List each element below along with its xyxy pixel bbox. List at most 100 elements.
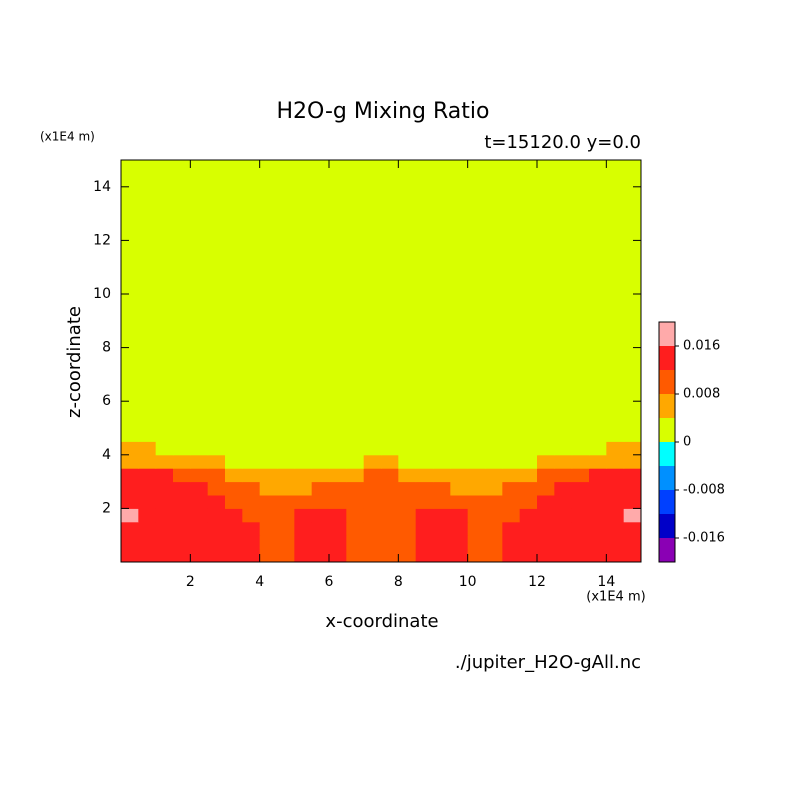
contour-cell [311, 441, 330, 456]
contour-cell [173, 548, 191, 563]
contour-cell [242, 454, 261, 469]
contour-cell [467, 441, 486, 456]
contour-cell [398, 441, 417, 456]
contour-cell [277, 468, 295, 483]
contour-cell [415, 535, 434, 550]
contour-cell [346, 495, 365, 509]
x-tick-label: 12 [528, 574, 546, 590]
contour-cell [225, 548, 243, 563]
contour-cell [346, 160, 365, 442]
colorbar-band [659, 538, 675, 562]
contour-cell [485, 454, 503, 469]
contour-cell [294, 495, 313, 509]
contour-cell [311, 495, 330, 509]
contour-cell [138, 548, 157, 563]
contour-cell [381, 521, 399, 536]
contour-cell [502, 548, 521, 563]
contour-cell [294, 548, 313, 563]
contour-cell [485, 548, 503, 563]
contour-cell [138, 495, 157, 509]
contour-cell [207, 481, 226, 496]
contour-cell [329, 521, 347, 536]
contour-cell [398, 160, 417, 442]
x-tick-label: 10 [459, 574, 477, 590]
contour-cell [450, 160, 469, 442]
x-tick-label: 4 [255, 574, 264, 590]
contour-cell [190, 454, 209, 469]
contour-cell [450, 481, 469, 496]
contour-cell [433, 495, 451, 509]
contour-cell [519, 160, 538, 442]
contour-cell [138, 521, 157, 536]
contour-cell [623, 468, 642, 483]
contour-cell [121, 508, 139, 523]
contour-cell [277, 535, 295, 550]
contour-cell [225, 495, 243, 509]
contour-cell [554, 454, 573, 469]
contour-cell [606, 521, 625, 536]
contour-cell [207, 508, 226, 523]
contour-cell [363, 535, 382, 550]
contour-cell [381, 535, 399, 550]
contour-cell [329, 468, 347, 483]
contour-cell [207, 535, 226, 550]
contour-cell [623, 508, 642, 523]
colorbar-band [659, 346, 675, 370]
colorbar-tick-label: 0.016 [683, 339, 720, 354]
contour-cell [589, 441, 607, 456]
contour-cell [138, 481, 157, 496]
contour-cell [415, 481, 434, 496]
contour-cell [190, 441, 209, 456]
colorbar-band [659, 466, 675, 490]
contour-cell [415, 441, 434, 456]
contour-cell [242, 548, 261, 563]
subtitle: t=15120.0 y=0.0 [484, 132, 641, 153]
contour-cell [138, 454, 157, 469]
contour-cell [277, 521, 295, 536]
contour-cell [589, 468, 607, 483]
contour-cell [329, 441, 347, 456]
contour-cell [346, 548, 365, 563]
contour-cell [311, 535, 330, 550]
contour-cell [155, 468, 174, 483]
contour-cell [138, 508, 157, 523]
contour-cell [138, 468, 157, 483]
contour-cell [173, 508, 191, 523]
contour-cell [606, 481, 625, 496]
contour-cell [311, 521, 330, 536]
contour-cell [467, 160, 486, 442]
contour-cell [554, 548, 573, 563]
colorbar-band [659, 490, 675, 514]
contour-cell [571, 481, 590, 496]
contour-cell [173, 521, 191, 536]
contour-cell [415, 454, 434, 469]
contour-cell [398, 508, 417, 523]
contour-cell [623, 495, 642, 509]
contour-cell [294, 441, 313, 456]
contour-cell [450, 495, 469, 509]
contour-cell [225, 508, 243, 523]
contour-cell [450, 521, 469, 536]
contour-cell [242, 508, 261, 523]
contour-cell [450, 548, 469, 563]
contour-cell [433, 468, 451, 483]
contour-cell [467, 481, 486, 496]
contour-cell [606, 468, 625, 483]
contour-cell [259, 548, 278, 563]
contour-cell [554, 508, 573, 523]
contour-cell [415, 548, 434, 563]
contour-cell [242, 495, 261, 509]
contour-cell [381, 495, 399, 509]
contour-cell [363, 548, 382, 563]
contour-cell [537, 441, 555, 456]
contour-cell [502, 508, 521, 523]
contour-cell [173, 454, 191, 469]
contour-cell [311, 481, 330, 496]
contour-cell [138, 441, 157, 456]
contour-cell [190, 495, 209, 509]
y-tick-label: 6 [102, 393, 111, 409]
contour-cell [571, 548, 590, 563]
contour-cell [433, 508, 451, 523]
contour-cell [294, 508, 313, 523]
contour-cell [519, 521, 538, 536]
